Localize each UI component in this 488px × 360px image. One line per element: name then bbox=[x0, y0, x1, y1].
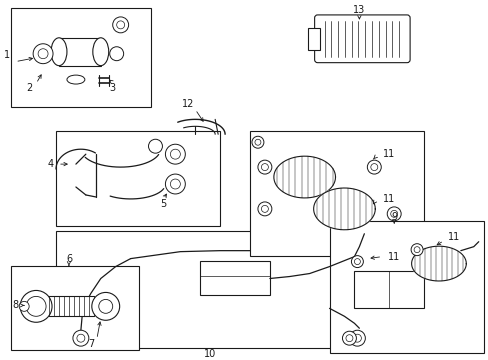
Text: 9: 9 bbox=[390, 212, 396, 222]
Circle shape bbox=[148, 139, 162, 153]
Circle shape bbox=[410, 244, 422, 256]
Bar bbox=[354, 271, 423, 309]
Bar bbox=[11, 266, 138, 350]
Text: 13: 13 bbox=[352, 5, 365, 15]
Text: 2: 2 bbox=[26, 82, 32, 93]
Circle shape bbox=[77, 334, 85, 342]
Circle shape bbox=[370, 164, 377, 171]
Ellipse shape bbox=[51, 38, 67, 66]
Circle shape bbox=[261, 164, 268, 171]
Circle shape bbox=[349, 330, 365, 346]
Text: 10: 10 bbox=[203, 349, 216, 359]
Circle shape bbox=[353, 334, 361, 342]
Circle shape bbox=[390, 210, 397, 217]
Bar bbox=[307, 28, 319, 50]
Circle shape bbox=[170, 149, 180, 159]
Circle shape bbox=[170, 179, 180, 189]
Circle shape bbox=[261, 206, 268, 212]
Text: 3: 3 bbox=[109, 82, 116, 93]
Circle shape bbox=[109, 47, 123, 61]
Bar bbox=[56, 131, 220, 226]
Text: 1: 1 bbox=[4, 50, 10, 60]
Circle shape bbox=[354, 258, 360, 265]
Polygon shape bbox=[273, 156, 335, 198]
Circle shape bbox=[351, 256, 363, 267]
Text: 5: 5 bbox=[160, 199, 166, 209]
Circle shape bbox=[345, 335, 352, 342]
Text: 11: 11 bbox=[387, 252, 400, 262]
Circle shape bbox=[19, 301, 29, 311]
Text: 11: 11 bbox=[447, 232, 459, 242]
Text: 12: 12 bbox=[182, 99, 194, 109]
FancyBboxPatch shape bbox=[314, 15, 409, 63]
Circle shape bbox=[257, 202, 271, 216]
Circle shape bbox=[257, 160, 271, 174]
Bar bbox=[56, 231, 373, 348]
Circle shape bbox=[251, 136, 264, 148]
Circle shape bbox=[342, 331, 356, 345]
Text: 6: 6 bbox=[66, 253, 72, 264]
Circle shape bbox=[33, 44, 53, 64]
Text: 11: 11 bbox=[382, 194, 394, 204]
Ellipse shape bbox=[93, 38, 108, 66]
Text: 8: 8 bbox=[12, 300, 18, 310]
Circle shape bbox=[386, 207, 400, 221]
Bar bbox=[11, 8, 150, 107]
Circle shape bbox=[117, 21, 124, 29]
Text: 7: 7 bbox=[87, 339, 94, 349]
Circle shape bbox=[165, 144, 185, 164]
Text: 11: 11 bbox=[382, 149, 394, 159]
Polygon shape bbox=[313, 188, 374, 230]
Circle shape bbox=[92, 292, 120, 320]
Circle shape bbox=[73, 330, 89, 346]
Bar bbox=[329, 221, 483, 353]
Circle shape bbox=[38, 49, 48, 59]
Bar bbox=[200, 261, 269, 296]
Circle shape bbox=[99, 300, 112, 313]
Circle shape bbox=[366, 160, 381, 174]
Bar bbox=[59, 38, 101, 66]
Ellipse shape bbox=[67, 75, 85, 84]
Text: 4: 4 bbox=[48, 159, 54, 169]
Bar bbox=[249, 131, 423, 256]
Circle shape bbox=[20, 291, 52, 322]
Circle shape bbox=[165, 174, 185, 194]
Bar bbox=[49, 296, 94, 316]
Circle shape bbox=[26, 296, 46, 316]
Circle shape bbox=[413, 247, 419, 253]
Polygon shape bbox=[411, 246, 466, 281]
Circle shape bbox=[112, 17, 128, 33]
Circle shape bbox=[254, 139, 261, 145]
